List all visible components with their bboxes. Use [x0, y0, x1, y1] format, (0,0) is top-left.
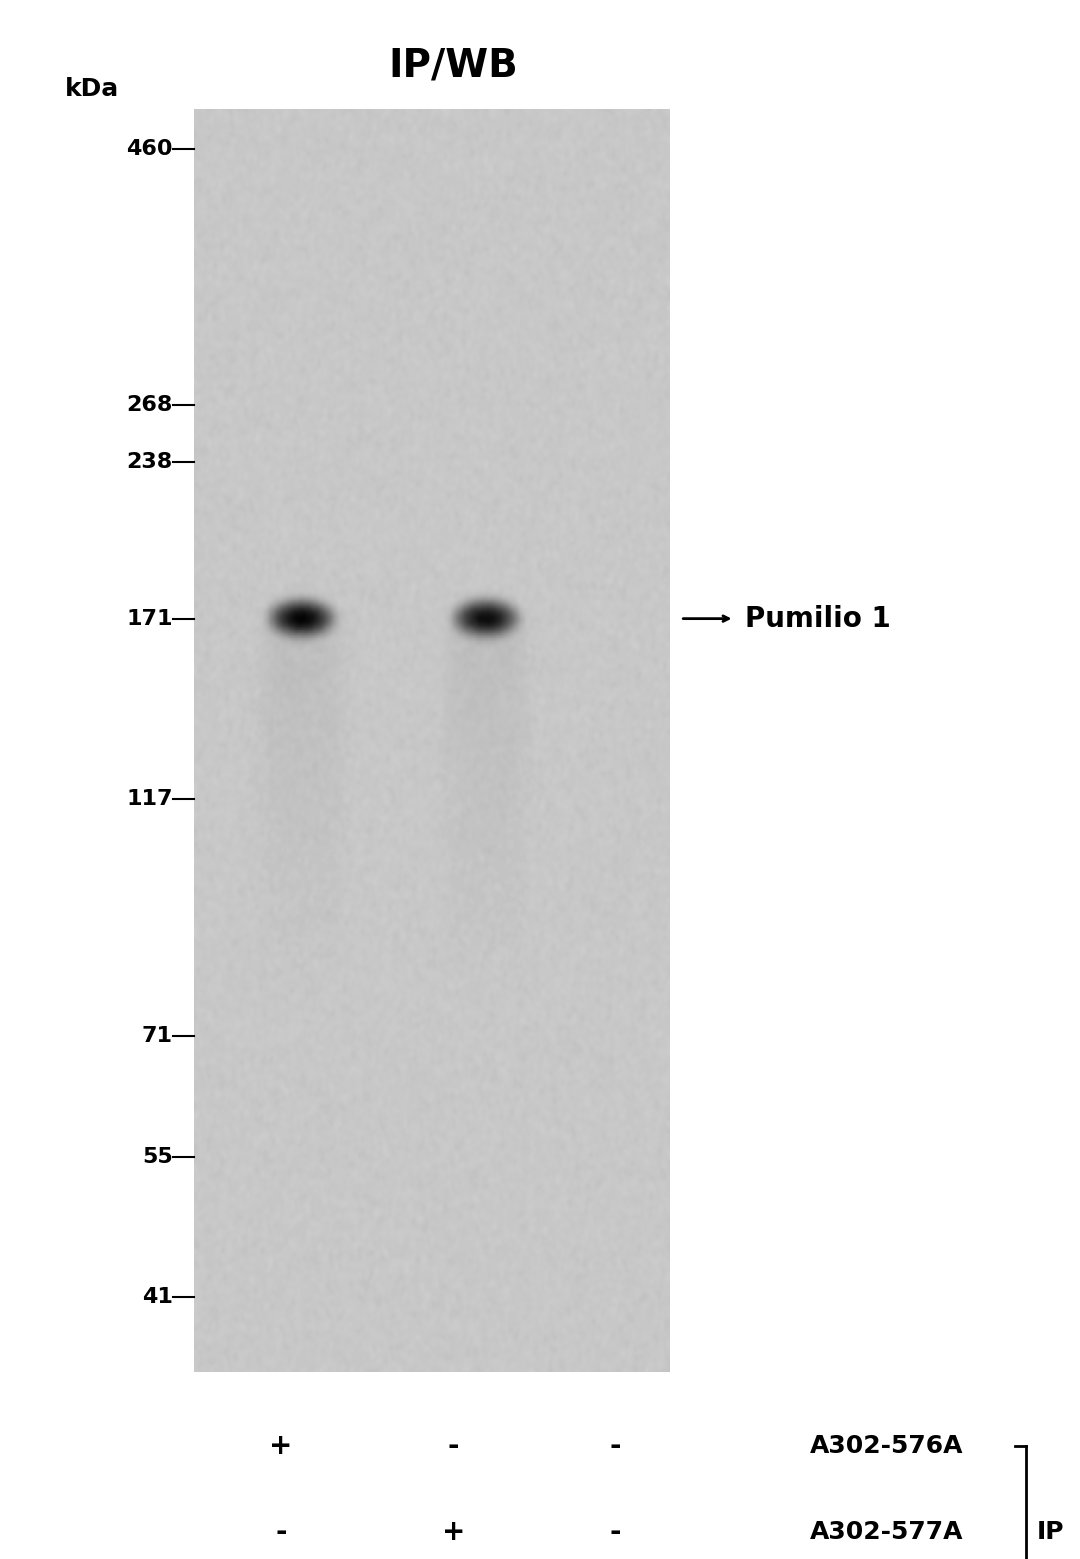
Text: -: -	[275, 1518, 286, 1545]
Text: kDa: kDa	[65, 78, 119, 101]
Text: 55: 55	[143, 1147, 173, 1168]
Text: A302-577A: A302-577A	[810, 1520, 963, 1543]
Text: 171: 171	[126, 608, 173, 628]
Bar	[194, 109, 670, 1372]
Text: Pumilio 1: Pumilio 1	[745, 605, 891, 633]
Text: +: +	[442, 1518, 465, 1545]
Text: IP/WB: IP/WB	[389, 47, 518, 84]
Text: A302-576A: A302-576A	[810, 1434, 963, 1458]
Text: -: -	[610, 1433, 621, 1459]
Text: 268: 268	[126, 396, 173, 415]
Text: -: -	[448, 1433, 459, 1459]
Text: 71: 71	[141, 1026, 173, 1046]
Text: 238: 238	[126, 452, 173, 472]
Text: IP: IP	[1037, 1520, 1064, 1543]
Text: +: +	[269, 1433, 293, 1459]
Text: 117: 117	[126, 789, 173, 809]
Text: -: -	[610, 1518, 621, 1545]
Text: 460: 460	[126, 139, 173, 159]
Text: 41: 41	[141, 1286, 173, 1306]
